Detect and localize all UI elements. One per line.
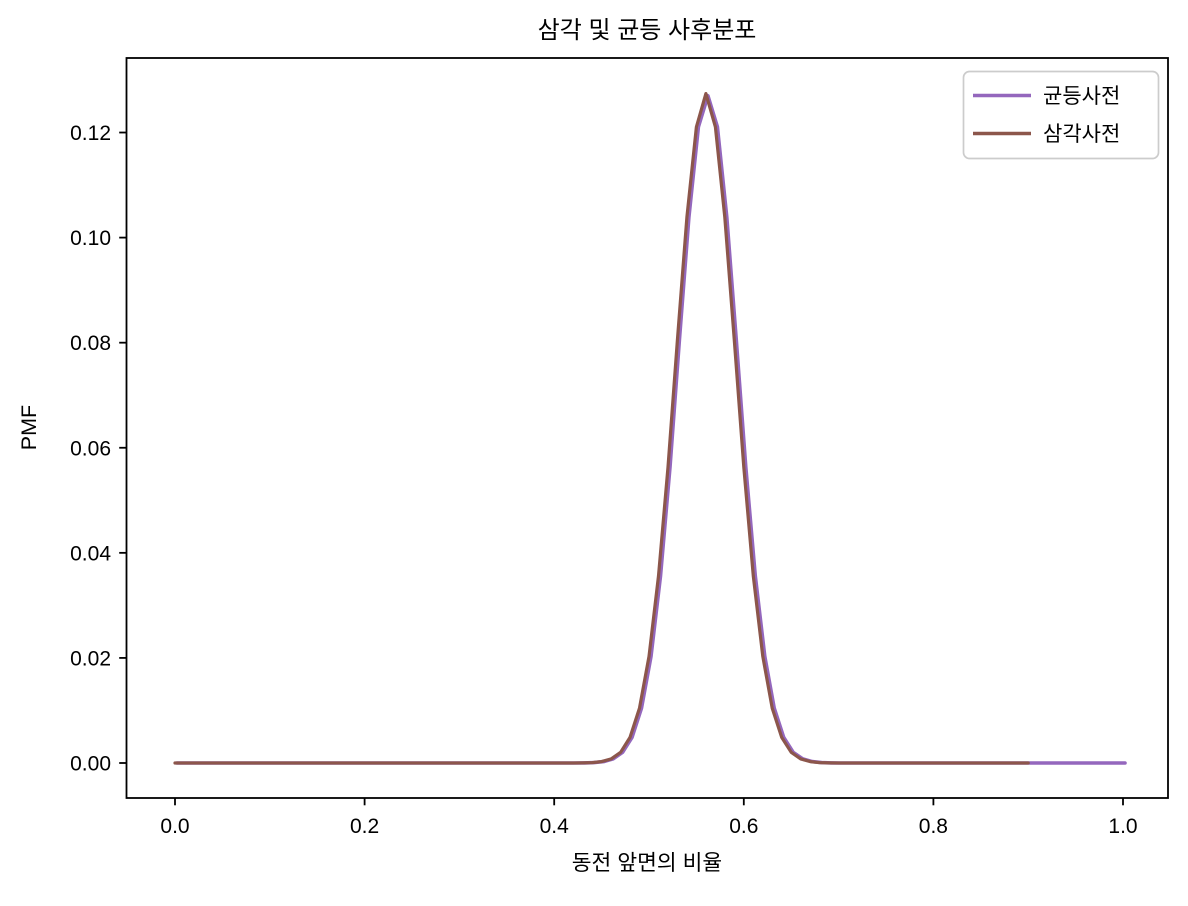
x-axis-label: 동전 앞면의 비율 (572, 851, 722, 875)
x-axis-ticks: 0.0 0.2 0.4 0.6 0.8 1.0 (160, 798, 1138, 838)
plot-area (126, 58, 1168, 798)
legend-label-triangle-prior: 삼각사전 (1043, 123, 1120, 146)
x-tick-label: 0.6 (729, 815, 758, 838)
chart-title: 삼각 및 균등 사후분포 (538, 17, 757, 44)
x-tick-label: 1.0 (1108, 815, 1137, 838)
y-tick-label: 0.00 (70, 753, 111, 776)
axes-spines (125, 57, 1169, 799)
x-tick-label: 0.8 (919, 815, 948, 838)
y-tick-label: 0.12 (70, 122, 111, 145)
x-tick-label: 0.4 (540, 815, 570, 838)
legend-box (962, 70, 1160, 160)
y-tick-label: 0.06 (70, 437, 111, 460)
y-tick-label: 0.08 (70, 332, 111, 355)
curves-group (173, 92, 1127, 765)
y-tick-label: 0.10 (70, 227, 111, 250)
y-axis-ticks: 0.00 0.02 0.04 0.06 0.08 0.10 0.12 (70, 122, 127, 776)
x-tick-label: 0.0 (160, 815, 189, 838)
legend-label-uniform-prior: 균등사전 (1043, 85, 1120, 108)
x-tick-label: 0.2 (350, 815, 379, 838)
legend: 균등사전 삼각사전 (962, 70, 1160, 160)
y-tick-label: 0.02 (70, 647, 111, 670)
y-tick-label: 0.04 (70, 542, 111, 565)
y-axis-label: PMF (17, 405, 41, 450)
triangle-prior-curve (173, 92, 1030, 765)
